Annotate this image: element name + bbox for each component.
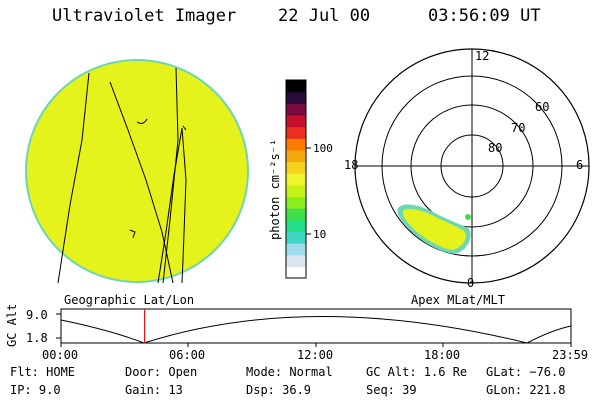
- mlt-label-18: 18: [344, 158, 358, 172]
- mlt-label-6: 6: [576, 158, 583, 172]
- colorbar-cell: [286, 114, 306, 128]
- left-panel-caption: Geographic Lat/Lon: [64, 293, 194, 307]
- info-mode: Mode: Normal: [246, 365, 333, 379]
- info-ip: IP: 9.0: [10, 383, 61, 397]
- info-seq: Seq: 39: [366, 383, 417, 397]
- altitude-ytick-top: 9.0: [26, 308, 48, 322]
- time-tick-1200: 12:00: [297, 348, 333, 362]
- colorbar-cell: [286, 196, 306, 209]
- colorbar-cell: [286, 231, 306, 244]
- colorbar-cell: [286, 91, 306, 104]
- colorbar-cell: [286, 184, 306, 198]
- colorbar-cell: [286, 149, 306, 163]
- altitude-plot: GC Alt 9.0 1.8 00:00 06:00 12:00 18:00 2…: [5, 304, 588, 362]
- colorbar-cell: [286, 173, 306, 186]
- colorbar-cell: [286, 219, 306, 233]
- mlat-label-60: 60: [535, 100, 549, 114]
- altitude-ylabel: GC Alt: [5, 304, 19, 347]
- time-tick-0000: 00:00: [42, 348, 78, 362]
- time-tick-0600: 06:00: [169, 348, 205, 362]
- auroral-oval: [397, 204, 471, 254]
- earth-disk: [25, 59, 249, 283]
- observation-date: 22 Jul 00: [278, 6, 371, 26]
- colorbar-cell: [286, 126, 306, 139]
- instrument-title: Ultraviolet Imager: [52, 6, 237, 26]
- colorbar-unit-label: photon cm⁻²s⁻¹: [268, 139, 282, 240]
- polar-plot: 12 18 6 0 60 70 80: [344, 48, 590, 290]
- colorbar-cell: [286, 103, 306, 116]
- colorbar-cell: [286, 80, 306, 93]
- colorbar-cell: [286, 208, 306, 221]
- altitude-ytick-bottom: 1.8: [26, 331, 48, 345]
- info-flt: Flt: HOME: [10, 365, 76, 379]
- mlt-label-0: 0: [467, 276, 474, 290]
- info-gain: Gain: 13: [125, 383, 183, 397]
- time-tick-2359: 23:59: [552, 348, 588, 362]
- info-door: Door: Open: [125, 365, 198, 379]
- colorbar: 100 10 photon cm⁻²s⁻¹: [268, 79, 333, 279]
- colorbar-cell: [286, 254, 306, 267]
- right-panel-caption: Apex MLat/MLT: [411, 293, 505, 307]
- info-glon: GLon: 221.8: [486, 383, 566, 397]
- colorbar-cell: [286, 138, 306, 151]
- colorbar-tick-100: 100: [313, 142, 333, 155]
- mlt-label-12: 12: [475, 49, 489, 63]
- colorbar-tick-10: 10: [313, 228, 326, 241]
- coastlines: [57, 67, 187, 284]
- colorbar-cell: [286, 161, 306, 174]
- time-tick-1800: 18:00: [424, 348, 460, 362]
- info-gc-alt: GC Alt: 1.6 Re: [366, 365, 468, 379]
- colorbar-cell: [286, 243, 306, 256]
- mlat-label-80: 80: [488, 141, 502, 155]
- geographic-image: [25, 59, 249, 284]
- colorbar-cell: [286, 266, 306, 279]
- info-glat: GLat: −76.0: [486, 365, 566, 379]
- observation-time: 03:56:09 UT: [428, 6, 541, 26]
- mlat-label-70: 70: [511, 121, 525, 135]
- info-dsp: Dsp: 36.9: [246, 383, 312, 397]
